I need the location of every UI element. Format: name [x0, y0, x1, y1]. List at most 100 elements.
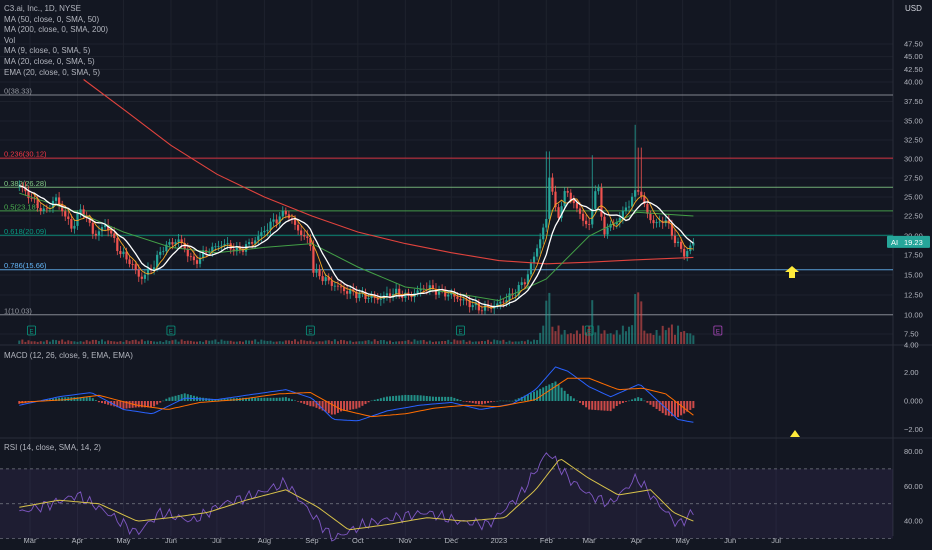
legend-ma200[interactable]: MA (200, close, 0, SMA, 200): [4, 25, 109, 35]
volume-bar: [640, 301, 643, 344]
legend-ma20[interactable]: MA (20, close, 0, SMA, 5): [4, 56, 95, 66]
candle-body: [39, 208, 42, 212]
volume-bar: [33, 341, 36, 344]
macd-histogram-bar: [220, 399, 223, 401]
candle-body: [284, 210, 287, 215]
volume-bar: [30, 341, 33, 344]
candle-body: [514, 295, 517, 297]
candle-body: [453, 292, 456, 297]
candle-body: [499, 301, 502, 304]
macd-histogram-bar: [367, 401, 370, 403]
candle-body: [471, 305, 474, 308]
volume-bar: [689, 333, 692, 344]
volume-bar: [107, 340, 110, 344]
legend-title[interactable]: C3.ai, Inc., 1D, NYSE: [4, 4, 81, 13]
macd-histogram-bar: [523, 395, 526, 401]
volume-bar: [615, 330, 618, 344]
macd-histogram-bar: [156, 401, 159, 405]
candle-body: [581, 213, 585, 221]
volume-bar: [511, 341, 514, 344]
volume-bar: [153, 341, 156, 344]
candle-body: [346, 291, 349, 294]
macd-histogram-bar: [591, 401, 594, 410]
volume-bar: [315, 341, 318, 344]
candle-body: [358, 293, 361, 299]
candle-body: [202, 250, 205, 258]
candle-body: [462, 299, 465, 301]
time-tick-label: Apr: [631, 536, 643, 545]
candle-body: [321, 276, 324, 282]
volume-bar: [404, 340, 407, 344]
volume-bar: [649, 333, 652, 344]
legend-volume[interactable]: Vol: [4, 35, 16, 45]
volume-bar: [410, 341, 413, 344]
macd-histogram-bar: [667, 401, 670, 416]
candle-body: [548, 177, 551, 219]
volume-bar: [76, 341, 79, 344]
macd-histogram-bar: [214, 399, 217, 401]
legend-ema20[interactable]: EMA (20, close, 0, SMA, 5): [4, 67, 101, 77]
macd-histogram-bar: [146, 401, 149, 408]
macd-histogram-bar: [474, 401, 477, 404]
candle-body: [431, 285, 435, 290]
legend-ma9[interactable]: MA (9, close, 0, SMA, 5): [4, 46, 91, 56]
volume-bar: [542, 325, 545, 344]
macd-histogram-bar: [539, 388, 542, 401]
volume-bar: [171, 340, 174, 344]
volume-bar: [241, 341, 244, 344]
volume-bar: [407, 339, 410, 344]
volume-bar: [585, 332, 588, 344]
candle-body: [416, 290, 419, 294]
macd-histogram-bar: [557, 384, 560, 401]
macd-histogram-bar: [266, 397, 269, 401]
macd-histogram-bar: [355, 401, 358, 409]
volume-bar: [85, 340, 88, 344]
macd-histogram-bar: [257, 397, 260, 401]
macd-histogram-bar: [281, 397, 284, 401]
volume-bar: [165, 340, 168, 344]
volume-bar: [652, 334, 655, 344]
candle-body: [91, 222, 94, 234]
candle-body: [293, 218, 297, 225]
volume-bar: [560, 334, 563, 344]
candle-body: [658, 221, 661, 223]
candle-body: [517, 285, 520, 296]
volume-bar: [572, 334, 575, 344]
volume-bar: [661, 325, 664, 344]
legend-ma50[interactable]: MA (50, close, 0, SMA, 50): [4, 14, 100, 24]
macd-histogram-bar: [79, 397, 82, 401]
volume-bar: [137, 341, 140, 344]
volume-bar: [634, 294, 637, 344]
candle-body: [64, 211, 67, 217]
price-tick-label: 4.00: [904, 341, 919, 350]
candle-body: [428, 285, 431, 290]
candle-body: [116, 238, 119, 252]
volume-bar: [582, 325, 585, 344]
volume-bar: [232, 341, 235, 344]
earnings-marker: [305, 325, 315, 336]
volume-bar: [569, 333, 572, 344]
volume-bar: [140, 339, 143, 344]
macd-histogram-bar: [180, 394, 183, 401]
macd-histogram-bar: [186, 394, 189, 401]
volume-bar: [42, 341, 45, 344]
candle-body: [459, 298, 462, 301]
macd-pane-label[interactable]: MACD (12, 26, close, 9, EMA, EMA): [4, 351, 133, 360]
macd-histogram-bar: [358, 401, 361, 408]
macd-histogram-bar: [490, 401, 493, 403]
macd-histogram-bar: [58, 397, 61, 401]
candle-body: [100, 227, 104, 232]
macd-histogram-bar: [425, 395, 428, 401]
fib-level-label: 1(10.03): [4, 306, 32, 315]
macd-histogram-bar: [260, 397, 263, 401]
candle-body: [315, 268, 318, 273]
candle-body: [621, 210, 624, 219]
volume-bar: [600, 333, 603, 344]
candle-body: [217, 246, 220, 247]
price-tick-label: 25.00: [904, 193, 923, 202]
volume-bar: [113, 341, 116, 344]
candle-body: [606, 227, 609, 235]
candle-body: [349, 289, 352, 294]
rsi-pane-label[interactable]: RSI (14, close, SMA, 14, 2): [4, 443, 101, 452]
